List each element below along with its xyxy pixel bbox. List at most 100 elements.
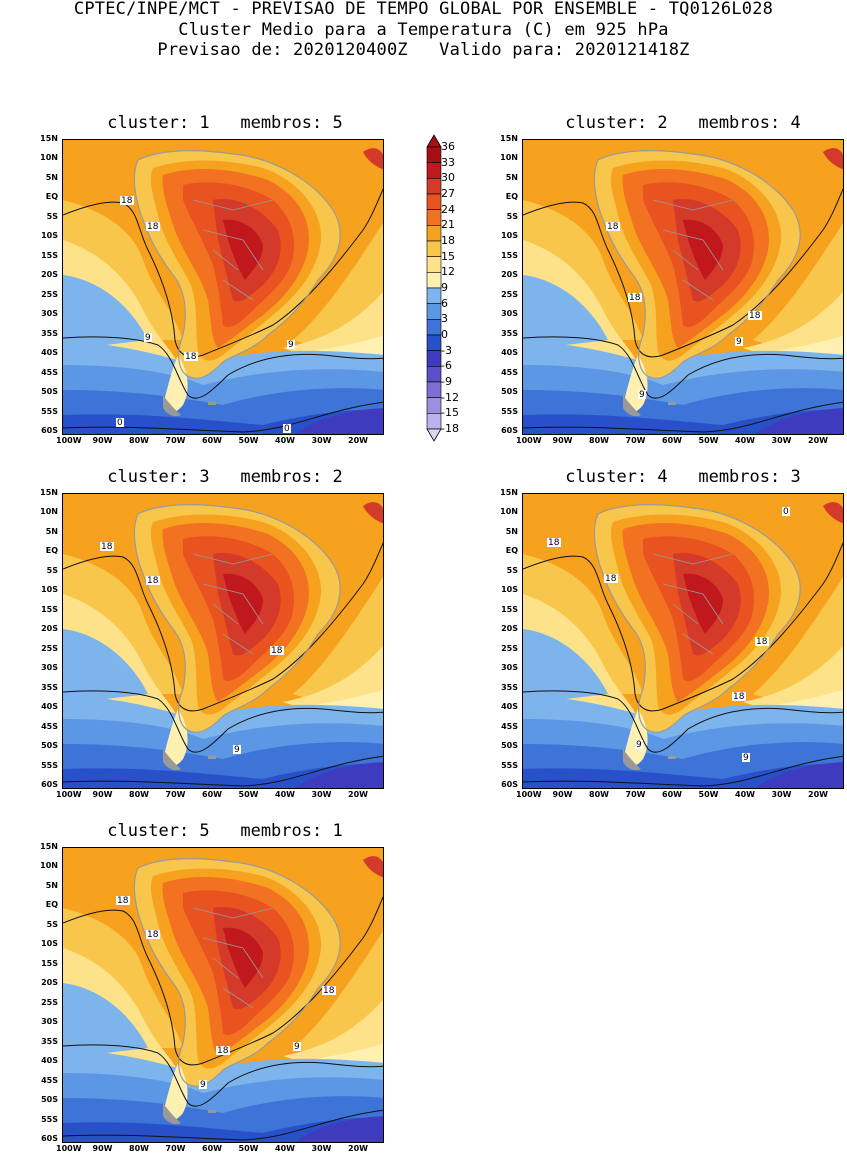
colorbar-label: -3 xyxy=(441,343,452,357)
lon-label: 100W xyxy=(516,790,542,799)
colorbar-label: 6 xyxy=(441,296,448,310)
lon-label: 90W xyxy=(92,790,113,799)
lat-label: 55S xyxy=(41,1114,58,1124)
lon-label: 20W xyxy=(348,1144,368,1153)
contour-label: 18 xyxy=(116,896,130,906)
lat-label: 5N xyxy=(505,526,518,536)
svg-text:9: 9 xyxy=(639,390,645,400)
lat-label: 20S xyxy=(41,624,58,634)
colorbar-label: 3 xyxy=(441,312,448,326)
lat-label: 15N xyxy=(500,134,518,143)
lat-label: 40S xyxy=(41,702,58,712)
contour-label: 18 xyxy=(755,637,769,647)
lat-label: 35S xyxy=(41,328,58,338)
lat-label: 15S xyxy=(501,250,518,260)
svg-text:18: 18 xyxy=(605,574,617,584)
contour-label: 0 xyxy=(283,424,291,434)
colorbar-label: 21 xyxy=(441,218,455,232)
colorbar-label: 36 xyxy=(441,140,455,153)
contour-label: 18 xyxy=(547,538,561,548)
lon-label: 50W xyxy=(238,436,259,445)
svg-text:18: 18 xyxy=(217,1046,229,1056)
colorbar-label: -6 xyxy=(441,359,452,373)
contour-label: 9 xyxy=(635,740,643,750)
svg-text:18: 18 xyxy=(548,538,560,548)
svg-text:9: 9 xyxy=(145,333,151,343)
lat-label: 15N xyxy=(40,488,58,497)
lat-label: 55S xyxy=(41,406,58,416)
lat-label: 45S xyxy=(41,721,58,731)
contour-label: 9 xyxy=(199,1080,207,1090)
contour-label: 9 xyxy=(144,333,152,343)
lat-label: 35S xyxy=(41,1036,58,1046)
svg-text:9: 9 xyxy=(234,745,240,755)
svg-text:18: 18 xyxy=(147,222,159,232)
colorbar-label: -9 xyxy=(441,375,452,388)
lat-label: 20S xyxy=(41,270,58,280)
contour-label: 0 xyxy=(116,418,124,428)
svg-text:18: 18 xyxy=(121,196,133,206)
panel-title-4: cluster: 4 membros: 3 xyxy=(565,467,801,487)
lat-label: 60S xyxy=(41,1134,58,1144)
lon-label: 80W xyxy=(129,790,149,799)
contour-label: 9 xyxy=(293,1042,301,1052)
lat-label: 10N xyxy=(40,153,58,163)
lon-label: 60W xyxy=(202,1144,222,1153)
lat-label: 15N xyxy=(500,488,518,497)
contour-label: 18 xyxy=(748,311,762,321)
svg-text:9: 9 xyxy=(736,337,742,347)
contour-label: 18 xyxy=(606,222,620,232)
lat-label: 15S xyxy=(501,604,518,614)
lat-label: 5S xyxy=(46,919,58,929)
lon-label: 40W xyxy=(275,436,295,445)
lat-label: 15N xyxy=(40,134,58,143)
lon-label: 80W xyxy=(589,436,609,445)
colorbar-label: 9 xyxy=(441,281,448,294)
lat-label: 5S xyxy=(506,211,518,221)
panel-title-2: cluster: 2 membros: 4 xyxy=(565,113,801,133)
contour-label: 18 xyxy=(146,930,160,940)
lat-label: EQ xyxy=(45,546,58,556)
colorbar-label: -18 xyxy=(441,422,459,435)
lon-label: 80W xyxy=(129,1144,149,1153)
colorbar-label: -12 xyxy=(441,390,459,404)
lon-label: 60W xyxy=(202,790,222,799)
lat-label: 40S xyxy=(501,702,518,712)
colorbar-label: 33 xyxy=(441,155,455,169)
lat-label: 35S xyxy=(41,682,58,692)
panel-title-3: cluster: 3 membros: 2 xyxy=(107,467,343,487)
lat-label: 40S xyxy=(41,1056,58,1066)
svg-text:18: 18 xyxy=(117,896,129,906)
lat-label: 45S xyxy=(501,721,518,731)
lat-label: 30S xyxy=(41,663,58,673)
lon-label: 20W xyxy=(808,436,828,445)
lat-label: 25S xyxy=(41,643,58,653)
map-panel-4: 18 18 18 18 9 9 0 xyxy=(522,493,844,789)
lon-label: 40W xyxy=(735,436,755,445)
lat-label: EQ xyxy=(505,192,518,202)
svg-text:0: 0 xyxy=(117,418,123,428)
lon-label: 30W xyxy=(311,436,332,445)
lat-label: 45S xyxy=(41,1075,58,1085)
lat-label: 10S xyxy=(501,231,518,241)
lat-label: 20S xyxy=(501,270,518,280)
svg-text:9: 9 xyxy=(294,1042,300,1052)
colorbar-label: 12 xyxy=(441,265,455,279)
lat-label: 55S xyxy=(501,406,518,416)
lat-label: 50S xyxy=(41,1095,58,1105)
svg-text:9: 9 xyxy=(743,753,749,763)
map-panel-1: 18 18 9 18 9 0 0 xyxy=(62,139,384,435)
lat-label: EQ xyxy=(45,192,58,202)
lat-label: 30S xyxy=(41,1017,58,1027)
lon-label: 100W xyxy=(56,436,82,445)
lon-label: 40W xyxy=(275,790,295,799)
svg-text:18: 18 xyxy=(101,542,113,552)
lon-label: 50W xyxy=(698,436,719,445)
colorbar-label: 24 xyxy=(441,202,455,216)
panel-title-5: cluster: 5 membros: 1 xyxy=(107,821,343,841)
lat-label: 10S xyxy=(41,231,58,241)
lat-label: 10N xyxy=(40,861,58,871)
panel-title-1: cluster: 1 membros: 5 xyxy=(107,113,343,133)
lat-label: 15N xyxy=(40,842,58,851)
lon-label: 30W xyxy=(311,790,332,799)
